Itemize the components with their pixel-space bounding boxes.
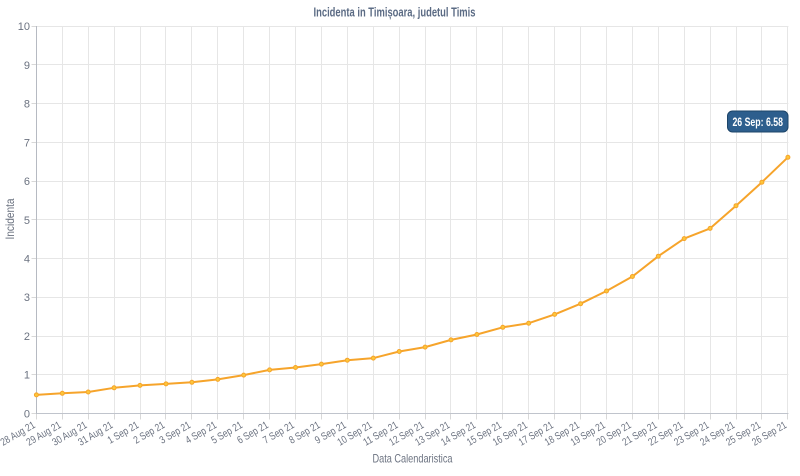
svg-text:3: 3 bbox=[24, 292, 30, 304]
svg-text:7: 7 bbox=[24, 137, 30, 149]
svg-text:26 Sep: 6.58: 26 Sep: 6.58 bbox=[732, 115, 783, 129]
svg-text:4: 4 bbox=[24, 254, 30, 266]
svg-text:Incidenta: Incidenta bbox=[3, 198, 17, 239]
svg-text:6: 6 bbox=[24, 176, 30, 188]
svg-text:Data Calendaristica: Data Calendaristica bbox=[373, 452, 453, 466]
svg-text:5: 5 bbox=[24, 215, 30, 227]
svg-text:8: 8 bbox=[24, 99, 30, 111]
svg-text:9: 9 bbox=[24, 60, 30, 72]
svg-text:2: 2 bbox=[24, 331, 30, 343]
svg-text:10: 10 bbox=[18, 21, 30, 33]
svg-text:Incidenta in Timișoara, judetu: Incidenta in Timișoara, judetul Timis bbox=[314, 6, 476, 20]
svg-text:0: 0 bbox=[24, 408, 30, 420]
svg-text:1: 1 bbox=[24, 370, 30, 382]
